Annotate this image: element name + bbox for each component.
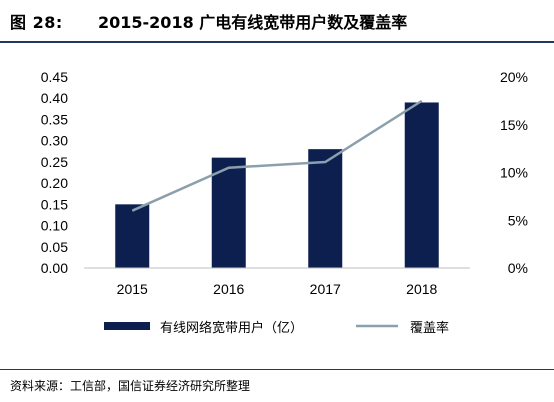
legend: 有线网络宽带用户（亿） 覆盖率	[104, 320, 449, 336]
source-note: 资料来源：工信部，国信证券经济研究所整理	[10, 379, 251, 393]
right-axis-tick-label: 0%	[508, 260, 528, 276]
left-axis-tick-label: 0.35	[41, 111, 68, 127]
right-axis-tick-label: 10%	[500, 165, 528, 181]
left-axis-tick-label: 0.20	[41, 175, 68, 191]
bar-2015	[115, 204, 150, 268]
right-axis-tick-label: 5%	[508, 212, 528, 228]
x-axis-tick-label: 2017	[310, 281, 341, 297]
x-axis-tick-label: 2015	[117, 281, 148, 297]
x-axis-tick-label: 2018	[406, 281, 437, 297]
bar-2017	[308, 149, 343, 268]
bottom-rule	[0, 369, 554, 370]
right-axis-tick-label: 20%	[500, 69, 528, 85]
left-axis-tick-label: 0.30	[41, 133, 68, 149]
left-axis-tick-label: 0.00	[41, 260, 68, 276]
left-axis-tick-label: 0.40	[41, 90, 68, 106]
bar-2016	[211, 157, 246, 268]
left-axis-tick-label: 0.10	[41, 218, 68, 234]
line-series	[131, 99, 423, 212]
title-rule	[0, 41, 554, 43]
left-axis-tick-label: 0.15	[41, 196, 68, 212]
right-axis-ticks: 0% 5% 10% 15% 20%	[500, 69, 528, 276]
x-axis-tick-label: 2016	[213, 281, 244, 297]
x-axis-ticks: 2015 2016 2017 2018	[117, 281, 438, 297]
right-axis-tick-label: 15%	[500, 117, 528, 133]
figure-title: 图 28: 2015-2018 广电有线宽带用户数及覆盖率	[0, 0, 554, 40]
bar-series	[115, 102, 439, 268]
figure-label: 图 28:	[10, 13, 63, 32]
combo-chart: 0.00 0.05 0.10 0.15 0.20 0.25 0.30 0.35 0.40 0.45…	[41, 69, 528, 336]
legend-line-label: 覆盖率	[410, 320, 449, 336]
left-axis-ticks: 0.00 0.05 0.10 0.15 0.20 0.25 0.30 0.35 0.40 0.45	[41, 69, 68, 276]
left-axis-tick-label: 0.05	[41, 239, 68, 255]
legend-bar-label: 有线网络宽带用户（亿）	[160, 320, 303, 336]
left-axis-tick-label: 0.25	[41, 154, 68, 170]
coverage-line	[131, 99, 423, 212]
bar-2018	[404, 102, 439, 268]
left-axis-tick-label: 0.45	[41, 69, 68, 85]
legend-bar-swatch	[104, 322, 150, 330]
figure-title-text: 2015-2018 广电有线宽带用户数及覆盖率	[98, 13, 408, 32]
